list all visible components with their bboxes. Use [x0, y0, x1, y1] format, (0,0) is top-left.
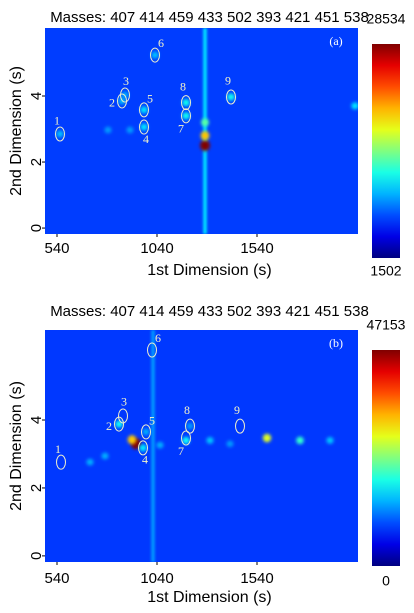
- spot: [86, 458, 94, 466]
- panel-label: (a): [329, 34, 342, 48]
- peak-circle: [147, 342, 157, 358]
- peak-circle: [150, 47, 160, 63]
- ridge: [203, 28, 207, 234]
- colorbar-max-label: 47153: [367, 317, 406, 333]
- spot: [115, 420, 123, 428]
- y-tick-label: 2: [28, 158, 45, 166]
- panel: Masses: 407 414 459 433 502 393 421 451 …: [8, 9, 405, 279]
- peak-label: 6: [158, 36, 164, 50]
- y-axis-label: 2nd Dimension (s): [8, 381, 25, 511]
- spot: [201, 118, 209, 127]
- ridge: [151, 330, 155, 562]
- peak-label: 1: [55, 442, 61, 456]
- peak-circle: [181, 108, 191, 124]
- spot: [140, 106, 148, 114]
- spot: [326, 436, 334, 444]
- peak-circle: [138, 440, 148, 456]
- y-tick-label: 4: [28, 92, 45, 100]
- peak-label: 9: [225, 74, 231, 88]
- spot: [182, 436, 190, 445]
- peak-circle: [139, 119, 149, 135]
- peak-label: 3: [123, 74, 129, 88]
- peak-label: 1: [54, 114, 60, 128]
- panel: Masses: 407 414 459 433 502 393 421 451 …: [8, 303, 405, 606]
- peak-label: 2: [106, 419, 112, 433]
- spot: [182, 112, 190, 120]
- peak-label: 7: [178, 444, 184, 458]
- peak-circle: [185, 418, 195, 434]
- peak-label: 6: [155, 331, 161, 345]
- peak-label: 2: [109, 96, 115, 110]
- spot: [56, 130, 64, 138]
- spot: [151, 51, 159, 59]
- spot: [140, 123, 148, 131]
- x-tick-label: 540: [44, 570, 69, 587]
- peak-label: 8: [180, 79, 186, 93]
- peak-label: 5: [147, 92, 153, 106]
- spot: [200, 131, 210, 141]
- y-axis-label: 2nd Dimension (s): [8, 66, 25, 196]
- x-axis-label: 1st Dimension (s): [147, 262, 271, 279]
- x-tick-label: 1540: [240, 570, 273, 587]
- peak-label: 5: [149, 414, 155, 428]
- peak-circle: [181, 95, 191, 111]
- peak-circle: [55, 126, 65, 142]
- peak-circle: [141, 424, 151, 440]
- chart-title: Masses: 407 414 459 433 502 393 421 451 …: [50, 9, 369, 26]
- spot: [296, 436, 304, 445]
- spot: [127, 435, 137, 445]
- peak-label: 8: [184, 403, 190, 417]
- spot: [186, 422, 194, 430]
- peak-circle: [235, 418, 245, 434]
- x-tick-label: 1040: [140, 570, 173, 587]
- peak-label: 7: [178, 122, 184, 136]
- plot-area: [56, 330, 334, 562]
- plot-area: [55, 28, 358, 234]
- peak-label: 3: [121, 395, 127, 409]
- colorbar-max-label: 28534: [367, 11, 406, 27]
- spot: [139, 444, 147, 452]
- spot: [226, 440, 234, 448]
- colorbar: [372, 44, 400, 258]
- x-tick-label: 1540: [240, 240, 273, 257]
- peak-circle: [139, 102, 149, 118]
- peak-circle: [117, 93, 127, 109]
- spot: [351, 102, 358, 110]
- peak-circle: [56, 454, 66, 470]
- x-tick-label: 1040: [140, 240, 173, 257]
- heatmap-background: [45, 28, 358, 234]
- y-tick-label: 2: [28, 484, 45, 492]
- peak-circle: [226, 89, 236, 105]
- colorbar-min-label: 0: [382, 573, 390, 589]
- spot: [262, 433, 272, 443]
- spot: [200, 140, 210, 152]
- spot: [101, 452, 109, 460]
- peak-circle: [120, 87, 130, 103]
- y-tick-label: 0: [28, 224, 45, 232]
- peak-circle: [181, 430, 191, 446]
- colorbar-min-label: 1502: [370, 263, 401, 279]
- chart-title: Masses: 407 414 459 433 502 393 421 451 …: [50, 303, 369, 320]
- spot: [206, 436, 214, 444]
- y-tick-label: 4: [28, 416, 45, 424]
- spot: [182, 98, 190, 107]
- peak-circle: [118, 408, 128, 424]
- x-tick-label: 540: [44, 240, 69, 257]
- peak-label: 4: [143, 132, 149, 146]
- spot: [142, 428, 150, 436]
- spot: [156, 441, 164, 449]
- colorbar: [372, 350, 400, 566]
- spot: [104, 126, 112, 134]
- y-tick-label: 0: [28, 552, 45, 560]
- peak-label: 9: [234, 403, 240, 417]
- heatmap-background: [45, 330, 358, 562]
- panel-label: (b): [329, 336, 343, 350]
- spot: [126, 126, 134, 134]
- x-axis-label: 1st Dimension (s): [147, 589, 271, 606]
- peak-label: 4: [142, 453, 148, 467]
- spot: [227, 93, 235, 101]
